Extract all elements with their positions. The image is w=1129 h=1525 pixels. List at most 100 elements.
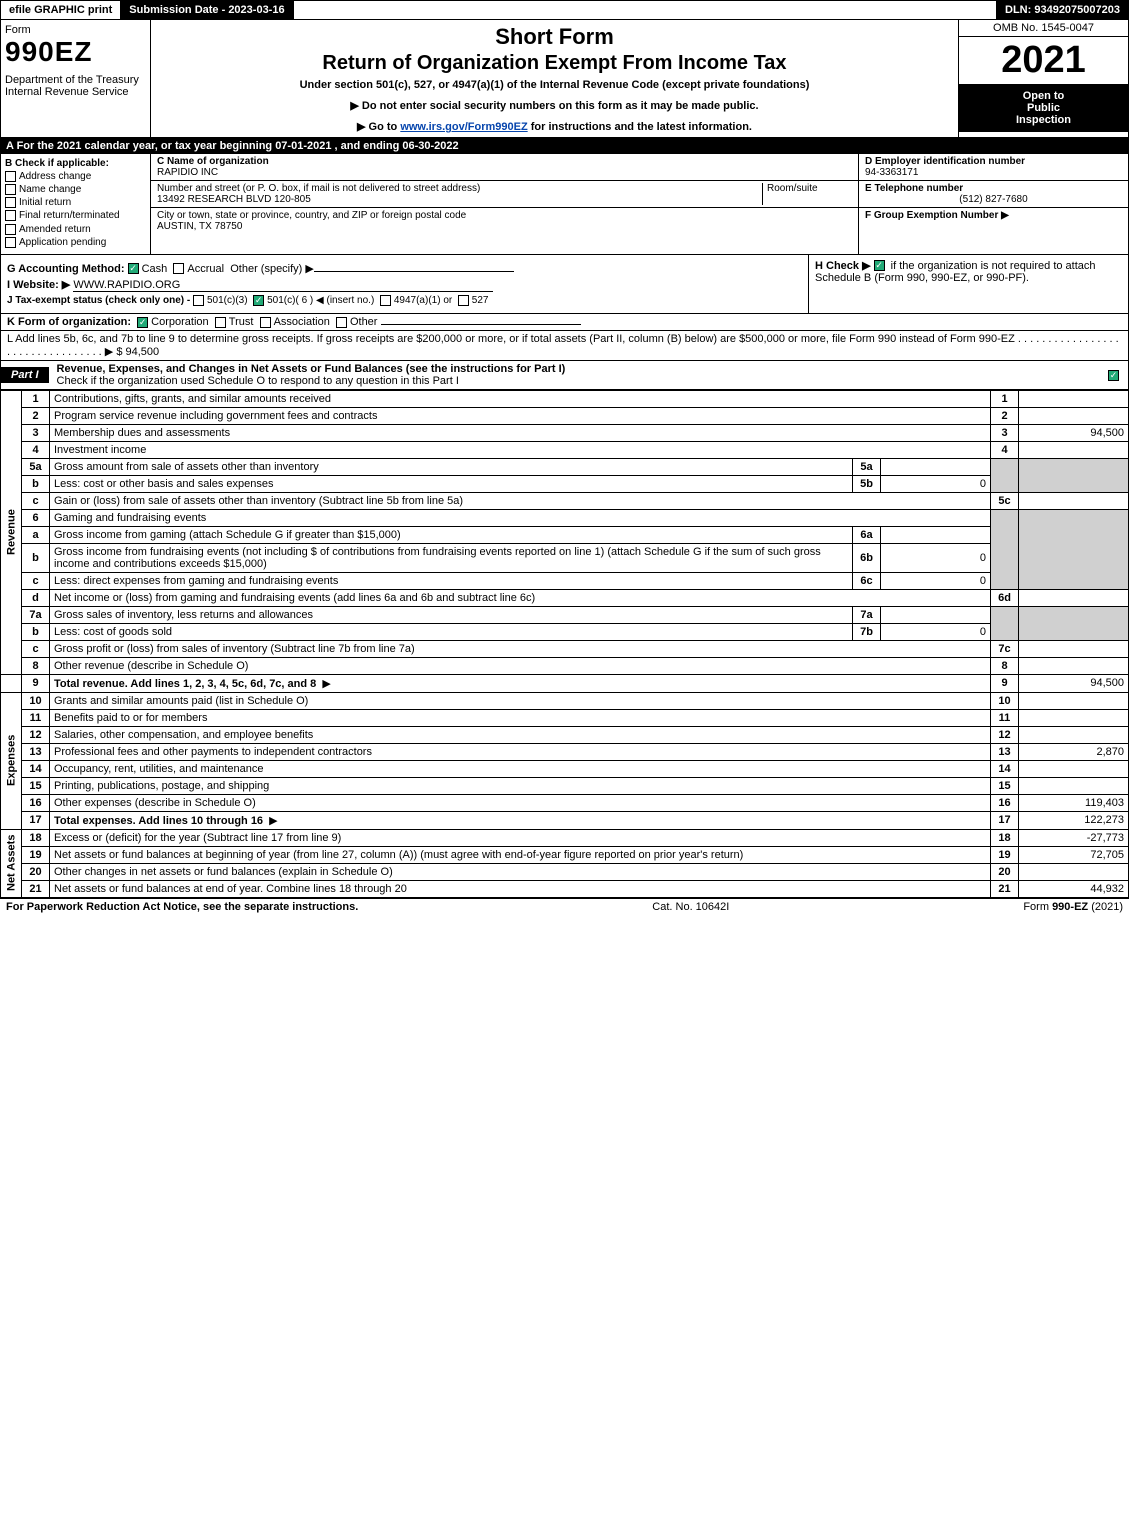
chk-other-org[interactable] [336, 317, 347, 328]
line-5c-num: c [22, 492, 50, 509]
part-i-subtitle: Check if the organization used Schedule … [57, 375, 459, 387]
efile-print[interactable]: efile GRAPHIC print [1, 1, 121, 19]
group-exemption-label: F Group Exemption Number ▶ [865, 210, 1009, 221]
line-7a-subamt [881, 606, 991, 623]
chk-amended-return[interactable]: Amended return [5, 224, 146, 235]
line-7a-text: Gross sales of inventory, less returns a… [50, 606, 853, 623]
line-21-amt: 44,932 [1019, 880, 1129, 897]
chk-cash[interactable]: ✓ [128, 263, 139, 274]
chk-corporation[interactable]: ✓ [137, 317, 148, 328]
other-specify-input[interactable] [314, 271, 514, 272]
part-i-check[interactable]: ✓ [1108, 369, 1128, 381]
chk-schedule-b[interactable]: ✓ [874, 260, 885, 271]
no-ssn-notice: ▶ Do not enter social security numbers o… [161, 99, 948, 112]
chk-final-return[interactable]: Final return/terminated [5, 210, 146, 221]
line-5b-subamt: 0 [881, 475, 991, 492]
under-section: Under section 501(c), 527, or 4947(a)(1)… [161, 79, 948, 91]
line-5ab-grey-amt [1019, 458, 1129, 492]
return-title: Return of Organization Exempt From Incom… [161, 52, 948, 75]
line-5c-amt [1019, 492, 1129, 509]
part-i-tag: Part I [1, 367, 49, 383]
line-19-text: Net assets or fund balances at beginning… [50, 846, 991, 863]
line-5a-subamt [881, 458, 991, 475]
line-7b-num: b [22, 623, 50, 640]
col-c-org-info: C Name of organization RAPIDIO INC Numbe… [151, 154, 858, 254]
line-6a-sublbl: 6a [853, 526, 881, 543]
open-line3: Inspection [963, 114, 1124, 126]
chk-501c[interactable]: ✓ [253, 295, 264, 306]
line-14-text: Occupancy, rent, utilities, and maintena… [50, 760, 991, 777]
line-2-num: 2 [22, 407, 50, 424]
line-9-amt: 94,500 [1019, 674, 1129, 692]
line-20-amt [1019, 863, 1129, 880]
accrual-label: Accrual [187, 263, 224, 275]
line-6b-subamt: 0 [881, 543, 991, 572]
line-3-text: Membership dues and assessments [50, 424, 991, 441]
ein-label: D Employer identification number [865, 156, 1025, 167]
line-10-ref: 10 [991, 692, 1019, 709]
h-label: H Check ▶ [815, 260, 871, 272]
chk-address-change[interactable]: Address change [5, 171, 146, 182]
website-value[interactable]: WWW.RAPIDIO.ORG [73, 279, 493, 292]
line-14-num: 14 [22, 760, 50, 777]
form-header: Form 990EZ Department of the Treasury In… [0, 20, 1129, 138]
e-telephone: E Telephone number (512) 827-7680 [859, 181, 1128, 208]
c-street-row: Number and street (or P. O. box, if mail… [151, 181, 858, 208]
line-1-num: 1 [22, 390, 50, 407]
chk-accrual[interactable] [173, 263, 184, 274]
other-label: Other (specify) ▶ [230, 263, 314, 275]
h-schedule-b: H Check ▶ ✓ if the organization is not r… [808, 255, 1128, 313]
line-16-text: Other expenses (describe in Schedule O) [50, 794, 991, 811]
chk-name-change[interactable]: Name change [5, 184, 146, 195]
dln: DLN: 93492075007203 [997, 1, 1128, 19]
chk-4947[interactable] [380, 295, 391, 306]
line-6-grey-amt [1019, 509, 1129, 589]
expenses-label: Expenses [1, 692, 22, 829]
line-16-num: 16 [22, 794, 50, 811]
line-10-amt [1019, 692, 1129, 709]
line-20-text: Other changes in net assets or fund bala… [50, 863, 991, 880]
chk-application-pending[interactable]: Application pending [5, 237, 146, 248]
other-org-input[interactable] [381, 324, 581, 325]
row-a-tax-year: A For the 2021 calendar year, or tax yea… [0, 138, 1129, 154]
j-label: J Tax-exempt status (check only one) - [7, 295, 190, 306]
line-15-num: 15 [22, 777, 50, 794]
line-16-ref: 16 [991, 794, 1019, 811]
line-7b-sublbl: 7b [853, 623, 881, 640]
footer-cat-no: Cat. No. 10642I [358, 901, 1023, 913]
line-6a-subamt [881, 526, 991, 543]
line-9-text: Total revenue. Add lines 1, 2, 3, 4, 5c,… [50, 674, 991, 692]
line-6a-text: Gross income from gaming (attach Schedul… [50, 526, 853, 543]
chk-initial-return[interactable]: Initial return [5, 197, 146, 208]
line-6d-text: Net income or (loss) from gaming and fun… [50, 589, 991, 606]
col-b-heading: B Check if applicable: [5, 158, 146, 169]
netassets-label: Net Assets [1, 829, 22, 897]
form-number: 990EZ [5, 36, 146, 68]
submission-date: Submission Date - 2023-03-16 [121, 1, 293, 19]
line-6d-ref: 6d [991, 589, 1019, 606]
line-18-amt: -27,773 [1019, 829, 1129, 846]
chk-527[interactable] [458, 295, 469, 306]
form-word: Form [5, 24, 146, 36]
line-4-ref: 4 [991, 441, 1019, 458]
line-5a-text: Gross amount from sale of assets other t… [50, 458, 853, 475]
open-line2: Public [963, 102, 1124, 114]
irs-link[interactable]: www.irs.gov/Form990EZ [400, 121, 527, 133]
line-21-num: 21 [22, 880, 50, 897]
line-7b-subamt: 0 [881, 623, 991, 640]
4947-label: 4947(a)(1) or [394, 295, 452, 306]
line-21-text: Net assets or fund balances at end of ye… [50, 880, 991, 897]
topbar-spacer [294, 1, 997, 19]
line-13-text: Professional fees and other payments to … [50, 743, 991, 760]
chk-trust[interactable] [215, 317, 226, 328]
chk-501c3[interactable] [193, 295, 204, 306]
c-label: C Name of organization [157, 156, 269, 167]
line-14-ref: 14 [991, 760, 1019, 777]
line-12-num: 12 [22, 726, 50, 743]
line-7a-num: 7a [22, 606, 50, 623]
line-7c-num: c [22, 640, 50, 657]
line-18-num: 18 [22, 829, 50, 846]
line-3-num: 3 [22, 424, 50, 441]
line-15-amt [1019, 777, 1129, 794]
chk-association[interactable] [260, 317, 271, 328]
